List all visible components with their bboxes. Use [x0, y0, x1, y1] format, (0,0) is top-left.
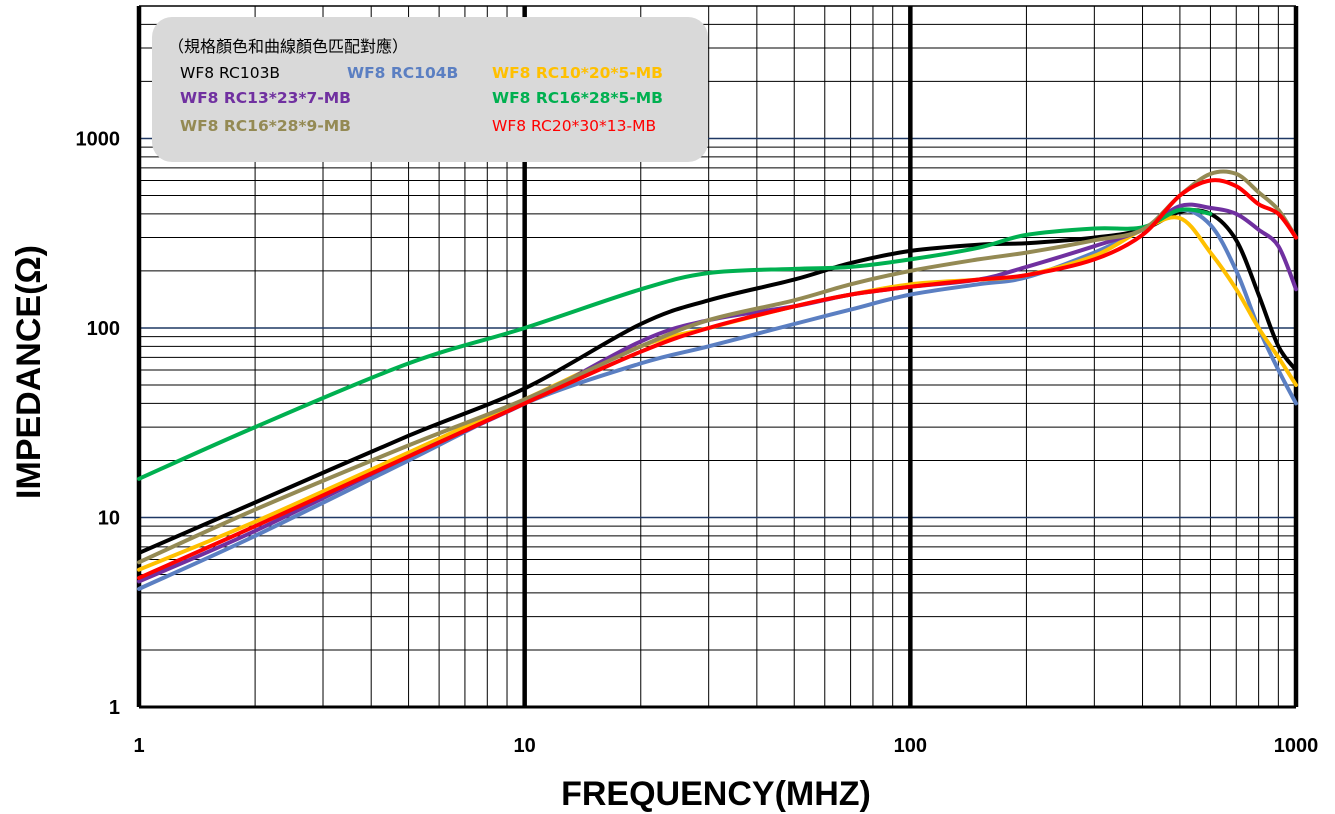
legend: （規格顏色和曲線顏色匹配對應） WF8 RC103B WF8 RC104B WF8 … — [152, 17, 708, 162]
legend-item-7: WF8 RC20*30*13-MB — [492, 117, 656, 135]
legend-item-2: WF8 RC104B — [347, 64, 458, 82]
series-line-2 — [137, 207, 1298, 591]
legend-item-6: WF8 RC16*28*9-MB — [180, 117, 351, 135]
series-line-6 — [137, 169, 1298, 565]
legend-box — [152, 17, 708, 162]
y-tick-label: 1000 — [76, 128, 121, 150]
y-tick-label: 10 — [98, 507, 120, 529]
legend-item-5: WF8 RC16*28*5-MB — [492, 89, 663, 107]
y-axis-title: IMPEDANCE(Ω) — [10, 245, 48, 499]
y-tick-label: 100 — [87, 318, 120, 340]
major-grid — [136, 5, 1299, 709]
x-axis-title: FREQUENCY(MHZ) — [561, 775, 871, 813]
legend-title: （規格顏色和曲線顏色匹配對應） — [168, 37, 408, 56]
x-tick-label: 100 — [894, 735, 927, 757]
y-tick-label: 1 — [109, 697, 120, 719]
legend-item-1: WF8 RC103B — [180, 64, 280, 82]
series-line-3 — [137, 215, 1298, 572]
series-line-7 — [137, 178, 1298, 580]
series-layer — [137, 169, 1298, 591]
legend-item-4: WF8 RC13*23*7-MB — [180, 89, 351, 107]
x-tick-label: 1000 — [1274, 735, 1319, 757]
tick-labels: 1 10 100 1000 1 10 100 1000 — [76, 128, 1319, 757]
legend-item-3: WF8 RC10*20*5-MB — [492, 64, 663, 82]
series-line-5 — [137, 207, 1213, 481]
series-line-1 — [137, 208, 1298, 555]
series-line-4 — [137, 202, 1298, 584]
x-tick-label: 1 — [133, 735, 144, 757]
x-tick-label: 10 — [514, 735, 536, 757]
